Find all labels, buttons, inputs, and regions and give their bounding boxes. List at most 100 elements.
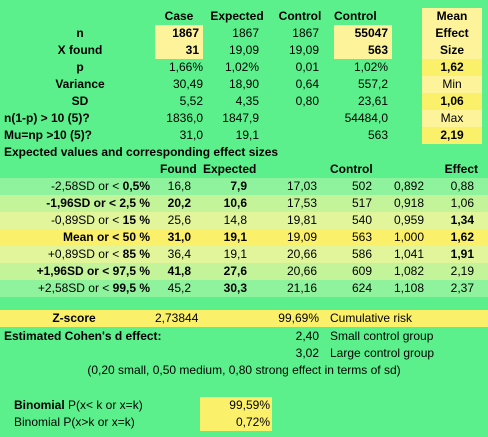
variance-expected: 18,90: [228, 77, 259, 91]
sd-row-label: +0,89SD or < 85 %: [47, 247, 150, 261]
effect-value: 1,91: [450, 247, 474, 261]
control-value: 17,53: [286, 196, 317, 210]
n-control-2[interactable]: 55047: [334, 25, 392, 42]
mean-effect-value: 1,62: [422, 59, 482, 76]
control-count: 502: [351, 179, 372, 193]
n-control: 1867: [292, 26, 319, 40]
control-ratio: 1,082: [393, 264, 424, 278]
found-value: 45,2: [167, 281, 191, 295]
control-ratio: 1,000: [393, 230, 424, 244]
n-case[interactable]: 1867: [155, 25, 203, 42]
variance-case: 30,49: [172, 77, 203, 91]
control-ratio: 0,892: [393, 179, 424, 193]
sd-row-label: -0,89SD or < 15 %: [50, 213, 150, 227]
band-row-2: [0, 195, 488, 212]
label-p: p: [76, 60, 84, 74]
n1p-case: 1836,0: [166, 111, 203, 125]
n1p-control-2: 54484,0: [344, 111, 388, 125]
label-x-found: X found: [57, 43, 103, 57]
sd-row-label: -1,96SD or < 2,5 %: [46, 196, 150, 210]
max-effect-value: 2,19: [422, 127, 482, 144]
label-n: n: [76, 26, 84, 40]
cumulative-risk-label: Cumulative risk: [330, 311, 413, 325]
control-count: 517: [351, 196, 372, 210]
label-n1p: n(1-p) > 10 (5)?: [4, 111, 90, 125]
zscore-label: Z-score: [52, 311, 96, 325]
expected-value: 19,1: [223, 230, 247, 244]
mean-effect-label-1: Mean: [436, 9, 468, 23]
sd-case: 5,52: [179, 94, 203, 108]
n-expected: 1867: [232, 26, 259, 40]
col-expected: Expected: [203, 162, 257, 176]
x-found-control-2[interactable]: 563: [334, 42, 392, 59]
control-value: 19,81: [286, 213, 317, 227]
found-value: 20,2: [167, 196, 191, 210]
n1p-expected: 1847,9: [222, 111, 259, 125]
p-expected: 1,02%: [224, 60, 259, 74]
band-row-4: [0, 229, 488, 246]
x-found-control: 19,09: [288, 43, 319, 57]
munp-expected: 19,1: [235, 128, 259, 142]
munp-case: 31,0: [179, 128, 203, 142]
expected-value: 27,6: [223, 264, 247, 278]
band-row-3: [0, 212, 488, 229]
control-value: 19,09: [286, 230, 317, 244]
expected-value: 7,9: [230, 179, 247, 193]
sd-control: 0,80: [295, 94, 319, 108]
cohen-small-value: 2,40: [295, 329, 319, 343]
col-control: Control: [330, 162, 373, 176]
expected-value: 19,1: [223, 247, 247, 261]
control-ratio: 0,918: [393, 196, 424, 210]
p-control: 0,01: [295, 60, 319, 74]
sd-row-label: -2,58SD or < 0,5%: [50, 179, 150, 193]
p-control-2: 1,02%: [353, 60, 388, 74]
control-value: 17,03: [286, 179, 317, 193]
variance-control: 0,64: [295, 77, 319, 91]
control-ratio: 1,108: [393, 281, 424, 295]
control-ratio: 1,041: [393, 247, 424, 261]
sd-row-label: Mean or < 50 %: [62, 230, 150, 244]
x-found-case[interactable]: 31: [155, 42, 203, 59]
expected-value: 14,8: [223, 213, 247, 227]
binomial-value-1: 99,59%: [200, 397, 272, 414]
found-value: 25,6: [167, 213, 191, 227]
min-label: Min: [422, 76, 482, 93]
sd-expected: 4,35: [235, 94, 259, 108]
zscore-band: [0, 310, 488, 327]
cohen-large-label: Large control group: [330, 346, 435, 360]
mean-effect-label-2: Effect: [435, 26, 469, 40]
expected-value: 30,3: [223, 281, 247, 295]
control-value: 20,66: [286, 247, 317, 261]
sd-control-2: 23,61: [357, 94, 388, 108]
header-control: Control: [278, 9, 322, 23]
col-found: Found: [160, 162, 197, 176]
band-row-7: [0, 280, 488, 297]
col-effect: Effect: [444, 162, 478, 176]
zscore-value: 2,73844: [155, 311, 199, 325]
sd-row-label: +1,96SD or < 97,5 %: [36, 264, 150, 278]
effect-value: 0,88: [450, 179, 474, 193]
effect-value: 2,19: [450, 264, 474, 278]
found-value: 16,8: [167, 179, 191, 193]
header-case: Case: [164, 9, 194, 23]
header-expected: Expected: [210, 9, 264, 23]
expected-value: 10,6: [223, 196, 247, 210]
min-effect-value: 1,06: [422, 93, 482, 110]
control-value: 20,66: [286, 264, 317, 278]
found-value: 36,4: [167, 247, 191, 261]
sd-row-label: +2,58SD or < 99,5 %: [37, 281, 150, 295]
control-count: 609: [351, 264, 372, 278]
label-sd: SD: [71, 94, 89, 108]
binomial-value-2: 0,72%: [200, 414, 272, 431]
binomial-label-2: Binomial P(x>k or x=k): [14, 415, 135, 429]
control-count: 563: [351, 230, 372, 244]
control-count: 624: [351, 281, 372, 295]
cohen-note: (0,20 small, 0,50 medium, 0,80 strong ef…: [87, 363, 401, 377]
cohen-small-label: Small control group: [330, 329, 434, 343]
cohen-label: Estimated Cohen's d effect:: [4, 329, 162, 343]
band-row-5: [0, 246, 488, 263]
label-variance: Variance: [55, 77, 105, 91]
max-label: Max: [422, 110, 482, 127]
effect-value: 1,34: [450, 213, 474, 227]
